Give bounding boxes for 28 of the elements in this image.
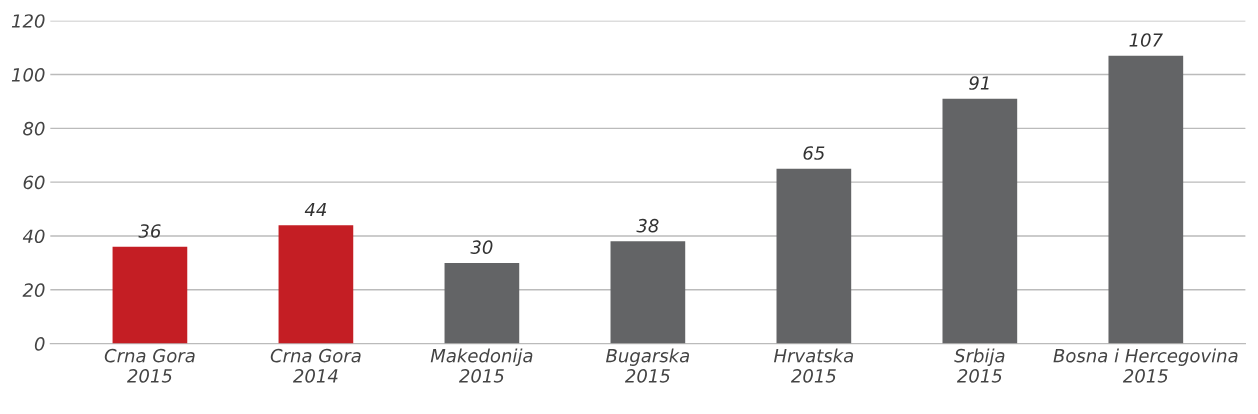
y-tick-label: 40 (22, 229, 45, 244)
bar (444, 262, 520, 344)
x-tick-label: Bugarska 2015 (606, 348, 690, 383)
y-tick-label: 0 (34, 337, 45, 351)
x-tick-label: Srbija 2015 (954, 348, 1005, 383)
bar (942, 98, 1018, 344)
y-tick-label: 120 (11, 14, 45, 28)
y-tick-label: 60 (23, 175, 45, 190)
x-tick-label: Crna Gora 2015 (104, 348, 195, 383)
data-label: 36 (138, 224, 161, 238)
bar (112, 246, 188, 344)
data-label: 65 (803, 146, 825, 160)
x-tick-label: Hrvatska 2015 (773, 348, 854, 383)
data-label: 91 (969, 76, 989, 90)
data-label: 44 (304, 202, 327, 217)
data-label: 38 (636, 218, 659, 233)
data-label: 30 (470, 240, 493, 255)
x-tick-label: Bosna i Hercegovina 2015 (1053, 348, 1238, 383)
bar (610, 241, 686, 344)
y-tick-label: 20 (22, 283, 45, 297)
bar (278, 225, 354, 344)
x-tick-label: Makedonija 2015 (430, 348, 533, 383)
y-tick-label: 100 (11, 67, 45, 82)
data-label: 107 (1129, 33, 1163, 47)
bar (1108, 55, 1184, 344)
y-tick-label: 80 (23, 121, 45, 136)
bar (776, 168, 852, 344)
x-tick-label: Crna Gora 2014 (270, 348, 361, 383)
